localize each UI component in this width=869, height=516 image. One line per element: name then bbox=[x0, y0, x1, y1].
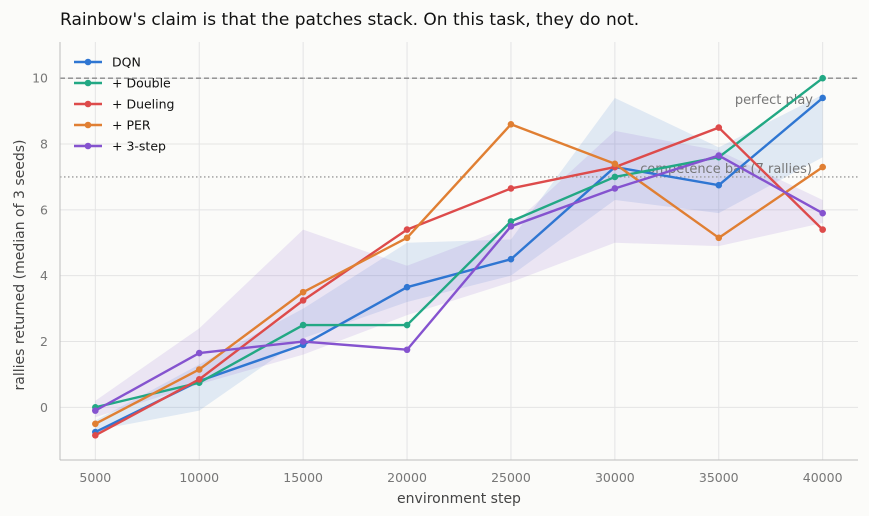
data-point-per bbox=[819, 163, 826, 171]
data-point-dqn bbox=[715, 181, 723, 189]
data-point-per bbox=[92, 420, 99, 428]
legend-marker-per bbox=[84, 121, 92, 129]
data-point-dqn bbox=[819, 94, 826, 102]
y-axis-label: rallies returned (median of 3 seeds) bbox=[12, 140, 28, 391]
data-point-per bbox=[715, 234, 723, 242]
legend-label-double: + Double bbox=[112, 76, 171, 91]
data-point-per bbox=[507, 120, 515, 128]
y-tick-label: 10 bbox=[32, 71, 48, 86]
legend: DQN + Double + Dueling + PER + 3-step bbox=[74, 55, 175, 154]
data-point-dueling bbox=[299, 297, 307, 304]
series-lines bbox=[92, 74, 826, 439]
series-line-dueling bbox=[94, 126, 824, 437]
x-tick-label: 10000 bbox=[179, 470, 219, 485]
data-point-dueling bbox=[92, 432, 99, 439]
chart-title: Rainbow's claim is that the patches stac… bbox=[60, 10, 639, 30]
x-tick-label: 35000 bbox=[699, 470, 739, 485]
legend-label-per: + PER bbox=[112, 118, 151, 133]
data-point-dqn bbox=[507, 255, 515, 263]
x-tick-label: 15000 bbox=[283, 470, 323, 485]
data-point-3-step bbox=[507, 223, 515, 230]
y-tick-label: 0 bbox=[40, 400, 48, 415]
legend-marker-dqn bbox=[84, 58, 92, 66]
axes: 5000 10000 15000 20000 25000 30000 35000 40000 0… bbox=[32, 42, 858, 485]
data-point-double bbox=[299, 321, 307, 329]
data-point-3-step bbox=[715, 152, 723, 159]
series-line-per bbox=[94, 123, 824, 425]
data-point-dueling bbox=[403, 226, 411, 233]
data-point-dqn bbox=[403, 283, 411, 291]
data-point-double bbox=[507, 218, 515, 225]
x-axis-label: environment step bbox=[397, 491, 521, 507]
data-point-double bbox=[819, 74, 826, 82]
y-tick-label: 6 bbox=[40, 202, 48, 217]
band-dqn bbox=[95, 94, 823, 431]
series-line-3-step bbox=[94, 154, 824, 412]
data-point-dueling bbox=[715, 124, 723, 131]
data-point-3-step bbox=[195, 349, 203, 357]
legend-label-dueling: + Dueling bbox=[112, 97, 175, 112]
data-point-per bbox=[611, 160, 619, 168]
x-tick-label: 30000 bbox=[595, 470, 635, 485]
data-point-double bbox=[611, 173, 619, 181]
data-point-dueling bbox=[507, 185, 515, 192]
data-point-3-step bbox=[92, 407, 99, 414]
legend-label-dqn: DQN bbox=[112, 55, 141, 70]
competence-bar-label: competence bar (7 rallies) bbox=[640, 162, 812, 177]
legend-label-3-step: + 3-step bbox=[112, 139, 166, 154]
legend-marker-double bbox=[84, 79, 92, 87]
y-tick-label: 4 bbox=[40, 268, 48, 283]
reference-lines: perfect play competence bar (7 rallies) bbox=[60, 77, 858, 178]
y-tick-label: 8 bbox=[40, 137, 48, 152]
data-point-3-step bbox=[299, 338, 307, 345]
data-point-3-step bbox=[403, 346, 411, 354]
data-point-per bbox=[299, 288, 307, 296]
y-tick-label: 2 bbox=[40, 334, 48, 349]
data-point-3-step bbox=[611, 185, 619, 192]
x-tick-label: 20000 bbox=[387, 470, 427, 485]
data-point-3-step bbox=[819, 209, 826, 217]
perfect-play-label: perfect play bbox=[735, 93, 813, 108]
data-point-per bbox=[195, 366, 203, 373]
data-point-dueling bbox=[195, 376, 203, 383]
x-tick-label: 5000 bbox=[79, 470, 111, 485]
x-tick-label: 40000 bbox=[803, 470, 843, 485]
data-point-double bbox=[403, 321, 411, 329]
x-tick-label: 25000 bbox=[491, 470, 531, 485]
legend-marker-dueling bbox=[84, 100, 92, 108]
legend-marker-3-step bbox=[84, 142, 92, 150]
data-point-per bbox=[403, 234, 411, 242]
data-point-dueling bbox=[819, 226, 826, 233]
